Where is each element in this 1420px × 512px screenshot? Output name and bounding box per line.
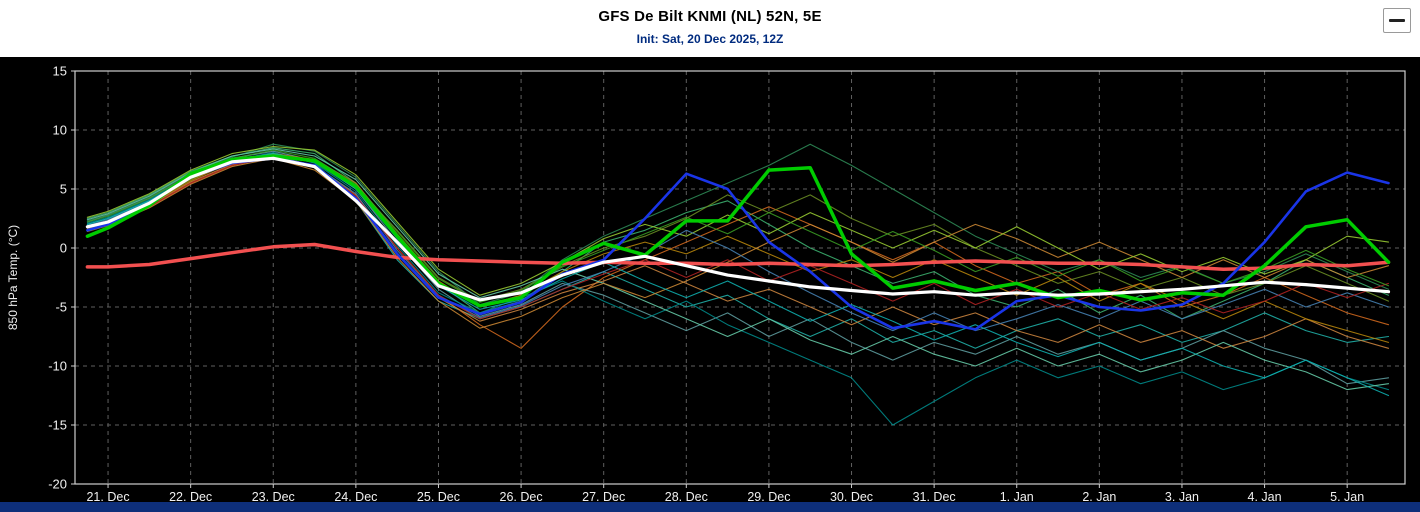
y-tick-label: 5 xyxy=(60,182,67,197)
ensemble-mean-line xyxy=(85,156,1391,302)
x-tick-label: 25. Dec xyxy=(417,490,460,502)
y-tick-label: -10 xyxy=(48,359,67,374)
bottom-bar xyxy=(0,502,1420,512)
hamburger-menu-icon xyxy=(1389,19,1405,22)
y-axis-title: 850 hPa Temp. (°C) xyxy=(6,225,20,330)
x-tick-label: 4. Jan xyxy=(1248,490,1282,502)
x-tick-label: 21. Dec xyxy=(86,490,129,502)
init-subtitle: Init: Sat, 20 Dec 2025, 12Z xyxy=(636,32,784,46)
menu-button[interactable] xyxy=(1383,8,1411,33)
ensemble-chart-svg: 15 10 5 0 -5 -10 -15 -20 21. Dec 22. Dec 23. Dec 24… xyxy=(0,57,1420,504)
climate-mean-line xyxy=(85,242,1391,271)
page-title: GFS De Bilt KNMI (NL) 52N, 5E xyxy=(598,8,822,25)
x-tick-label: 1. Jan xyxy=(1000,490,1034,502)
y-tick-label: 15 xyxy=(53,64,67,79)
operational-run-line xyxy=(85,154,1391,308)
x-tick-label: 24. Dec xyxy=(334,490,377,502)
x-tick-label: 29. Dec xyxy=(747,490,790,502)
ensemble-member-line-P10 xyxy=(86,148,1390,391)
y-tick-label: 10 xyxy=(53,123,67,138)
chart-area: 15 10 5 0 -5 -10 -15 -20 21. Dec 22. Dec 23. Dec 24… xyxy=(0,57,1420,504)
y-tick-label: 0 xyxy=(60,241,67,256)
x-tick-label: 27. Dec xyxy=(582,490,625,502)
x-tick-label: 5. Jan xyxy=(1330,490,1364,502)
ensemble-member-line-P01 xyxy=(86,147,1390,320)
y-tick-label: -5 xyxy=(55,300,67,315)
x-tick-label: 31. Dec xyxy=(913,490,956,502)
y-tick-label: -15 xyxy=(48,418,67,433)
x-tick-label: 26. Dec xyxy=(500,490,543,502)
x-tick-label: 2. Jan xyxy=(1082,490,1116,502)
y-tick-label: -20 xyxy=(48,477,67,492)
chart-header: GFS De Bilt KNMI (NL) 52N, 5E Init: Sat,… xyxy=(0,0,1420,57)
x-tick-label: 22. Dec xyxy=(169,490,212,502)
ensemble-member-line-P06 xyxy=(86,143,1390,306)
x-tick-label: 3. Jan xyxy=(1165,490,1199,502)
x-tick-label: 28. Dec xyxy=(665,490,708,502)
x-tick-label: 30. Dec xyxy=(830,490,873,502)
ensemble-member-line-P16 xyxy=(86,149,1390,303)
x-tick-label: 23. Dec xyxy=(252,490,295,502)
